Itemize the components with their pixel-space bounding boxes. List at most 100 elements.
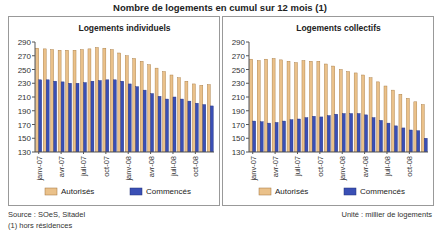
bar: [54, 81, 57, 152]
bar: [377, 82, 380, 152]
bar: [402, 128, 405, 152]
unit: Unité : millier de logements: [342, 210, 433, 219]
y-tick-label: 130: [232, 148, 246, 157]
y-tick-label: 150: [232, 134, 246, 143]
source: Source : SOeS, Sitadel: [8, 210, 85, 219]
bar: [36, 48, 39, 152]
bar: [200, 85, 203, 152]
y-tick: [246, 152, 249, 153]
x-tick-label: juil-08: [383, 156, 392, 177]
x-tick: [364, 152, 365, 154]
bar: [140, 61, 143, 152]
bar: [151, 94, 154, 152]
y-tick-label: 130: [18, 148, 32, 157]
x-axis: [249, 152, 428, 153]
x-tick-label: avr-07: [57, 156, 66, 177]
bar: [155, 68, 158, 152]
x-tick-label: janv-08: [124, 156, 133, 182]
bar: [166, 99, 169, 152]
bar: [192, 84, 195, 152]
bar: [113, 80, 116, 152]
bar: [309, 61, 312, 152]
x-tick-label: juil-07: [293, 156, 302, 177]
x-tick: [150, 152, 151, 154]
bar: [365, 115, 368, 152]
y-tick-label: 270: [18, 52, 32, 61]
bars: [36, 48, 214, 153]
bar: [297, 119, 300, 152]
bar: [69, 83, 72, 152]
bar: [406, 98, 409, 152]
bar: [173, 97, 176, 152]
panel-title: Logements collectifs: [296, 23, 381, 33]
bar: [91, 81, 94, 152]
legend-swatch: [259, 188, 271, 195]
bar: [118, 53, 121, 152]
bar: [369, 78, 372, 152]
bar: [399, 94, 402, 152]
y-tick-label: 250: [18, 66, 32, 75]
legend-label: Autorisés: [61, 187, 94, 196]
x-tick: [38, 152, 39, 154]
bar: [421, 105, 424, 152]
bar: [362, 75, 365, 152]
legend-swatch: [45, 188, 57, 195]
x-tick: [386, 152, 387, 154]
y-tick-label: 230: [232, 79, 246, 88]
y-tick: [246, 138, 249, 139]
x-tick-label: janv-07: [35, 156, 44, 182]
bar: [207, 85, 210, 152]
x-tick: [61, 152, 62, 154]
bar: [83, 83, 86, 152]
bar: [210, 106, 213, 152]
y-tick: [32, 55, 35, 56]
y-tick: [246, 55, 249, 56]
chart: Nombre de logements en cumul sur 12 mois…: [0, 0, 440, 232]
x-tick-label: avr-07: [271, 156, 280, 177]
legend-swatch: [344, 188, 356, 195]
x-tick: [105, 152, 106, 154]
bar: [58, 50, 61, 152]
bar: [384, 86, 387, 152]
y-tick: [32, 42, 35, 43]
y-tick: [32, 138, 35, 139]
bar: [125, 56, 128, 152]
x-tick-label: avr-08: [147, 156, 156, 177]
bar: [163, 72, 166, 152]
y-tick: [32, 69, 35, 70]
y-tick-label: 210: [232, 93, 246, 102]
bar: [380, 120, 383, 152]
bar: [133, 59, 136, 153]
bar: [103, 48, 106, 152]
bar: [414, 102, 417, 152]
legend-swatch: [130, 188, 142, 195]
x-tick-label: avr-08: [361, 156, 370, 177]
bar: [280, 60, 283, 152]
y-tick-label: 150: [18, 134, 32, 143]
bar: [290, 120, 293, 152]
x-axis: [35, 152, 214, 153]
bar: [417, 131, 420, 152]
y-tick-label: 230: [18, 79, 32, 88]
x-tick: [297, 152, 298, 154]
bar: [317, 61, 320, 152]
x-tick: [319, 152, 320, 154]
bar: [106, 80, 109, 152]
x-tick-label: juil-07: [79, 156, 88, 177]
bar: [272, 59, 275, 153]
x-tick: [83, 152, 84, 154]
bar: [43, 49, 46, 152]
bar: [195, 103, 198, 152]
y-tick-label: 190: [18, 107, 32, 116]
y-tick: [246, 69, 249, 70]
bar: [61, 82, 64, 152]
bar: [170, 75, 173, 152]
x-tick: [342, 152, 343, 154]
bar: [148, 65, 151, 152]
x-tick: [172, 152, 173, 154]
bar: [128, 84, 131, 152]
bar: [121, 81, 124, 152]
y-tick: [32, 97, 35, 98]
y-tick: [246, 124, 249, 125]
bar: [95, 48, 98, 153]
